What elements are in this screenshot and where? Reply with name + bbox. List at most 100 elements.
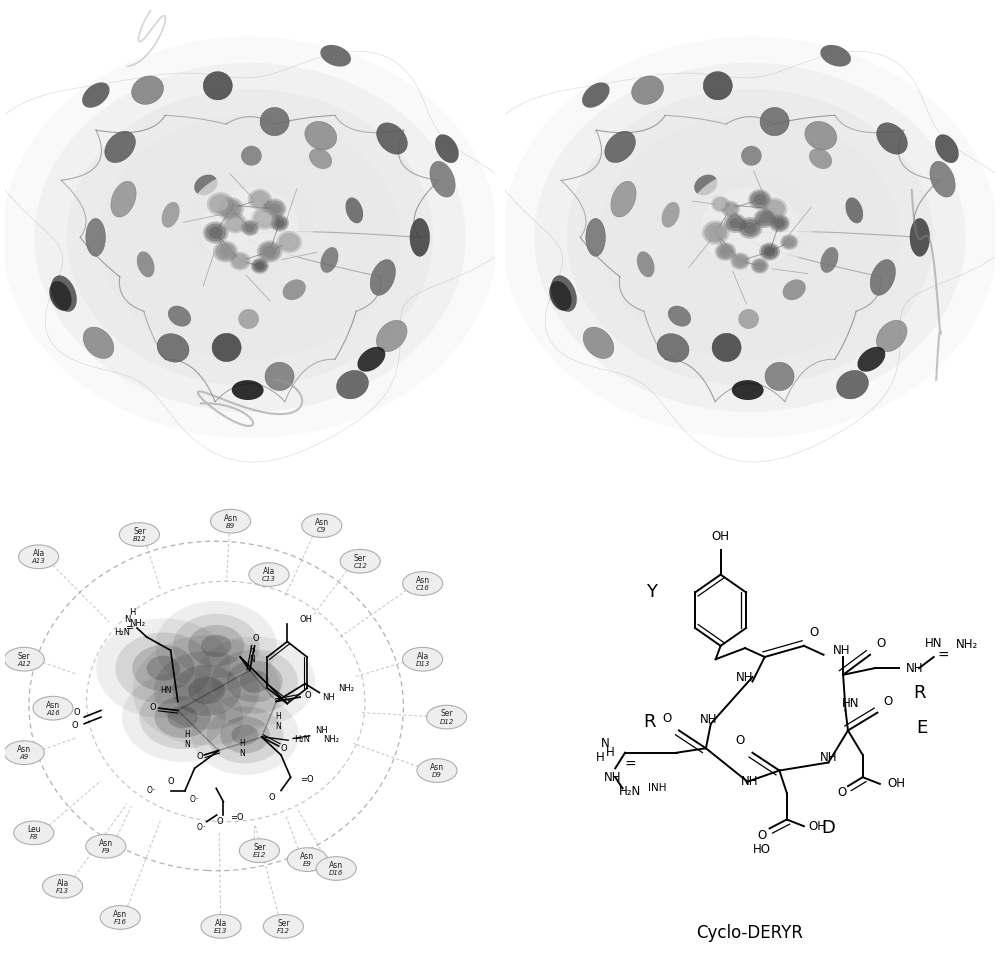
Text: B12: B12 bbox=[133, 536, 146, 542]
Text: HO: HO bbox=[753, 843, 771, 856]
Ellipse shape bbox=[320, 45, 351, 67]
Ellipse shape bbox=[305, 121, 337, 150]
Ellipse shape bbox=[257, 240, 282, 262]
Ellipse shape bbox=[86, 219, 105, 257]
Ellipse shape bbox=[274, 219, 285, 227]
Text: =: = bbox=[624, 758, 636, 772]
Ellipse shape bbox=[764, 199, 785, 218]
Ellipse shape bbox=[694, 174, 717, 196]
Ellipse shape bbox=[780, 234, 798, 250]
Text: Asn: Asn bbox=[17, 745, 31, 754]
Ellipse shape bbox=[100, 906, 140, 929]
Ellipse shape bbox=[14, 821, 54, 845]
Ellipse shape bbox=[377, 123, 407, 154]
Ellipse shape bbox=[232, 725, 258, 745]
Ellipse shape bbox=[211, 650, 298, 713]
Text: O⁻: O⁻ bbox=[146, 786, 156, 795]
Text: O: O bbox=[268, 793, 275, 802]
Ellipse shape bbox=[239, 670, 270, 693]
Ellipse shape bbox=[782, 235, 797, 249]
Ellipse shape bbox=[735, 257, 746, 266]
Ellipse shape bbox=[809, 148, 832, 169]
Text: R: R bbox=[913, 683, 925, 702]
Ellipse shape bbox=[723, 202, 738, 216]
Ellipse shape bbox=[703, 72, 732, 100]
Ellipse shape bbox=[122, 672, 243, 762]
Ellipse shape bbox=[370, 259, 395, 295]
Ellipse shape bbox=[99, 115, 401, 359]
Ellipse shape bbox=[721, 200, 740, 217]
Text: E: E bbox=[916, 719, 927, 738]
Text: Ser: Ser bbox=[253, 843, 266, 852]
Ellipse shape bbox=[205, 224, 226, 242]
Ellipse shape bbox=[137, 252, 155, 277]
Ellipse shape bbox=[271, 216, 287, 230]
Text: H: H bbox=[606, 746, 615, 759]
Text: NH: NH bbox=[736, 671, 754, 683]
Text: Asn: Asn bbox=[315, 518, 329, 527]
Ellipse shape bbox=[220, 716, 270, 753]
Ellipse shape bbox=[223, 202, 238, 215]
Text: F9: F9 bbox=[102, 848, 110, 854]
Ellipse shape bbox=[708, 226, 723, 239]
Ellipse shape bbox=[743, 222, 757, 234]
Ellipse shape bbox=[403, 648, 443, 671]
Text: O: O bbox=[837, 786, 847, 800]
Text: OH: OH bbox=[809, 820, 827, 832]
Ellipse shape bbox=[717, 244, 734, 259]
Text: Ala: Ala bbox=[56, 879, 69, 888]
Ellipse shape bbox=[263, 198, 286, 220]
Text: O: O bbox=[758, 829, 767, 841]
Text: O: O bbox=[74, 709, 80, 717]
Text: NH: NH bbox=[833, 644, 851, 657]
Ellipse shape bbox=[761, 244, 778, 259]
Ellipse shape bbox=[748, 190, 771, 209]
Ellipse shape bbox=[586, 219, 605, 257]
Text: NH: NH bbox=[906, 661, 923, 675]
Text: N: N bbox=[124, 615, 131, 623]
Ellipse shape bbox=[226, 215, 245, 231]
Text: O: O bbox=[736, 735, 745, 747]
Text: F16: F16 bbox=[114, 919, 127, 924]
Ellipse shape bbox=[231, 254, 249, 269]
Text: O: O bbox=[167, 777, 174, 786]
Ellipse shape bbox=[309, 148, 332, 169]
Text: H
N: H N bbox=[185, 730, 190, 749]
Ellipse shape bbox=[605, 132, 635, 163]
Text: E9: E9 bbox=[303, 862, 312, 867]
Ellipse shape bbox=[755, 261, 765, 270]
Ellipse shape bbox=[248, 189, 272, 210]
Ellipse shape bbox=[229, 252, 251, 270]
Ellipse shape bbox=[254, 209, 276, 227]
Text: O: O bbox=[280, 744, 287, 753]
Text: NH₂: NH₂ bbox=[129, 620, 145, 628]
Text: O: O bbox=[304, 691, 311, 700]
Ellipse shape bbox=[186, 171, 314, 275]
Ellipse shape bbox=[701, 188, 799, 268]
Ellipse shape bbox=[704, 223, 727, 243]
Text: HN: HN bbox=[842, 697, 859, 711]
Text: A16: A16 bbox=[46, 710, 60, 715]
Ellipse shape bbox=[345, 197, 363, 224]
Ellipse shape bbox=[732, 380, 764, 400]
Ellipse shape bbox=[357, 347, 385, 372]
Ellipse shape bbox=[201, 188, 299, 268]
Text: H₂N: H₂N bbox=[115, 628, 131, 637]
Ellipse shape bbox=[201, 635, 231, 657]
Ellipse shape bbox=[213, 197, 228, 211]
Ellipse shape bbox=[403, 572, 443, 595]
Text: NH: NH bbox=[820, 750, 837, 764]
Text: A9: A9 bbox=[20, 754, 29, 760]
Ellipse shape bbox=[287, 848, 327, 871]
Ellipse shape bbox=[263, 915, 303, 938]
Ellipse shape bbox=[657, 334, 689, 362]
Text: Cyclo-DERYR: Cyclo-DERYR bbox=[696, 924, 804, 942]
Ellipse shape bbox=[213, 241, 238, 262]
Text: O: O bbox=[810, 626, 819, 639]
Ellipse shape bbox=[207, 707, 283, 764]
Ellipse shape bbox=[215, 243, 236, 260]
Text: O: O bbox=[662, 712, 672, 725]
Text: =: = bbox=[126, 623, 134, 633]
Ellipse shape bbox=[668, 306, 691, 326]
Ellipse shape bbox=[783, 280, 806, 300]
